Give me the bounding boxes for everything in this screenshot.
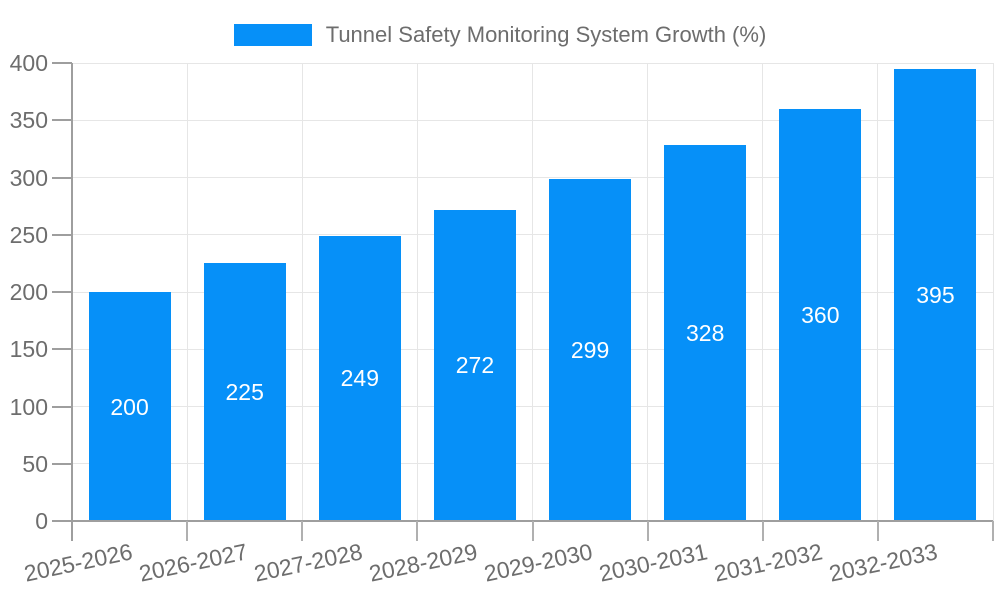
y-tick-mark [52, 119, 72, 122]
x-axis-tick-label: 2026-2027 [136, 538, 250, 587]
y-axis-line [71, 63, 73, 541]
y-axis-tick-label: 400 [9, 50, 48, 76]
gridline-v [301, 63, 303, 521]
bar[interactable] [318, 235, 401, 521]
y-tick-mark [52, 62, 72, 64]
x-tick-mark [531, 521, 534, 541]
y-axis-tick-label: 200 [9, 279, 48, 305]
y-tick-mark [52, 462, 72, 465]
y-axis-tick-label: 50 [22, 450, 48, 477]
y-axis-tick-label: 0 [35, 508, 48, 534]
y-tick-mark [52, 176, 72, 179]
bar-value-label: 200 [110, 393, 149, 420]
x-tick-mark [301, 521, 304, 541]
bar-value-label: 225 [225, 379, 264, 406]
y-tick-mark [52, 233, 72, 236]
x-tick-mark [416, 521, 419, 541]
bar[interactable] [894, 68, 977, 521]
x-tick-mark [646, 521, 649, 541]
x-axis-line [52, 520, 993, 522]
y-axis-tick-label: 100 [9, 393, 48, 420]
x-axis-tick-label: 2025-2026 [21, 538, 135, 587]
x-axis-tick-label: 2030-2031 [596, 538, 710, 587]
bar-value-label: 395 [916, 281, 955, 308]
bar-value-label: 299 [570, 336, 610, 363]
legend-label: Tunnel Safety Monitoring System Growth (… [325, 22, 767, 47]
legend-swatch [233, 24, 312, 46]
bar[interactable] [664, 145, 747, 521]
x-axis-tick-label: 2032-2033 [827, 538, 941, 587]
gridline-v [992, 63, 994, 521]
y-tick-mark [52, 348, 72, 351]
bar[interactable] [203, 263, 286, 521]
chart-legend[interactable]: Tunnel Safety Monitoring System Growth (… [0, 23, 1000, 47]
x-tick-mark [186, 521, 189, 541]
x-axis-tick-label: 2031-2032 [712, 538, 826, 587]
y-tick-mark [52, 291, 72, 293]
gridline-v [647, 63, 649, 521]
gridline-v [186, 63, 188, 521]
x-tick-mark [992, 521, 994, 541]
x-tick-mark [876, 521, 879, 541]
y-axis-tick-label: 250 [9, 221, 48, 248]
bar[interactable] [433, 209, 516, 521]
bar[interactable] [779, 108, 862, 521]
gridline-v [877, 63, 879, 521]
y-tick-mark [52, 520, 72, 522]
gridline-v [532, 63, 533, 521]
x-tick-mark [761, 521, 764, 541]
bar-value-label: 249 [340, 365, 379, 392]
bar-value-label: 328 [686, 320, 725, 347]
y-axis-tick-label: 300 [9, 164, 48, 191]
x-axis-tick-label: 2029-2030 [481, 538, 595, 587]
x-axis-tick-label: 2027-2028 [251, 538, 365, 587]
y-axis-tick-label: 350 [9, 107, 48, 134]
bar[interactable] [549, 178, 632, 521]
gridline-v [416, 63, 418, 521]
bar-value-label: 360 [801, 301, 840, 328]
x-axis-tick-label: 2028-2029 [366, 538, 480, 587]
gridline-v [762, 63, 764, 521]
bar[interactable] [88, 292, 171, 521]
y-tick-mark [52, 405, 72, 408]
y-axis-tick-label: 150 [9, 336, 48, 363]
bar-value-label: 272 [455, 352, 495, 379]
